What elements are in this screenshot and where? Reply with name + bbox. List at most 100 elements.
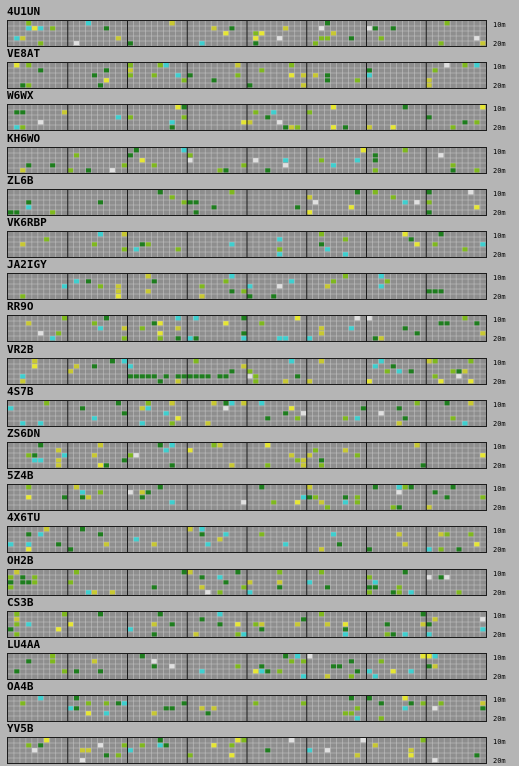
propagation-grid-svg bbox=[8, 654, 486, 679]
propagation-grid[interactable] bbox=[7, 273, 487, 301]
band-label-10m: 10m bbox=[493, 527, 506, 536]
band-label-20m: 20m bbox=[493, 546, 506, 555]
propagation-grid[interactable] bbox=[7, 357, 487, 385]
signal-cell bbox=[408, 589, 414, 594]
signal-cell bbox=[229, 743, 235, 748]
signal-cell bbox=[199, 532, 205, 537]
signal-cell bbox=[282, 125, 289, 130]
signal-cell bbox=[175, 247, 181, 252]
signal-cell bbox=[61, 110, 68, 115]
signal-cell bbox=[19, 294, 26, 299]
signal-cell bbox=[408, 701, 414, 706]
signal-cell bbox=[103, 711, 109, 716]
signal-cell bbox=[480, 701, 486, 706]
signal-cell bbox=[318, 611, 325, 617]
propagation-grid-svg bbox=[8, 485, 486, 511]
signal-cell bbox=[247, 83, 253, 88]
signal-cell bbox=[157, 331, 163, 336]
propagation-grid[interactable] bbox=[7, 188, 487, 216]
signal-cell bbox=[31, 458, 38, 463]
signal-cell bbox=[169, 500, 175, 505]
signal-cell bbox=[354, 189, 360, 195]
signal-cell bbox=[67, 167, 74, 172]
signal-cell bbox=[390, 589, 396, 594]
signal-cell bbox=[252, 157, 259, 162]
signal-cell bbox=[211, 743, 217, 748]
signal-cell bbox=[444, 532, 450, 537]
propagation-grid[interactable] bbox=[7, 104, 487, 132]
signal-cell bbox=[187, 73, 193, 78]
signal-cell bbox=[109, 589, 115, 594]
signal-cell bbox=[235, 664, 241, 669]
band-label-20m: 20m bbox=[493, 588, 506, 597]
signal-cell bbox=[408, 485, 414, 490]
signal-cell bbox=[264, 415, 271, 421]
propagation-grid[interactable] bbox=[7, 146, 487, 174]
signal-cell bbox=[324, 748, 331, 753]
signal-cell bbox=[414, 443, 420, 448]
signal-cell bbox=[109, 358, 115, 363]
signal-cell bbox=[73, 152, 80, 157]
band-label-10m: 10m bbox=[493, 443, 506, 451]
signal-cell bbox=[91, 321, 98, 326]
band-label-10m: 10m bbox=[493, 21, 506, 29]
signal-cell bbox=[480, 105, 486, 110]
signal-cell bbox=[133, 537, 139, 542]
propagation-grid[interactable] bbox=[7, 737, 487, 765]
propagation-grid[interactable] bbox=[7, 568, 487, 596]
signal-cell bbox=[420, 738, 426, 743]
signal-cell bbox=[318, 358, 325, 363]
signal-cell bbox=[223, 167, 229, 172]
signal-cell bbox=[19, 579, 26, 584]
signal-cell bbox=[37, 443, 44, 448]
beacon-row: KH6WO 10m 20m bbox=[0, 132, 519, 175]
beacon-callsign: VE8AT bbox=[7, 47, 41, 61]
signal-cell bbox=[79, 490, 86, 495]
signal-cell bbox=[55, 542, 62, 547]
propagation-grid[interactable] bbox=[7, 526, 487, 554]
signal-cell bbox=[402, 415, 408, 421]
signal-cell bbox=[354, 78, 360, 83]
propagation-grid-svg bbox=[8, 527, 486, 553]
propagation-grid[interactable] bbox=[7, 315, 487, 343]
propagation-grid[interactable] bbox=[7, 610, 487, 638]
signal-cell bbox=[288, 125, 295, 130]
signal-cell bbox=[61, 669, 68, 674]
signal-cell bbox=[312, 448, 319, 453]
propagation-grid[interactable] bbox=[7, 695, 487, 723]
signal-cell bbox=[258, 485, 265, 490]
signal-cell bbox=[139, 373, 145, 378]
signal-cell bbox=[127, 373, 133, 378]
beacon-callsign: 5Z4B bbox=[7, 469, 34, 483]
signal-cell bbox=[264, 167, 271, 172]
propagation-grid[interactable] bbox=[7, 653, 487, 680]
propagation-grid[interactable] bbox=[7, 399, 487, 427]
signal-cell bbox=[396, 485, 402, 490]
propagation-grid[interactable] bbox=[7, 231, 487, 258]
propagation-grid-svg bbox=[8, 63, 486, 89]
signal-cell bbox=[432, 654, 438, 659]
signal-cell bbox=[151, 542, 157, 547]
beacon-callsign: YV5B bbox=[7, 722, 34, 736]
signal-cell bbox=[127, 115, 133, 120]
propagation-grid[interactable] bbox=[7, 62, 487, 90]
band-label-20m: 20m bbox=[493, 419, 506, 428]
signal-cell bbox=[97, 611, 104, 617]
signal-cell bbox=[306, 654, 313, 659]
signal-cell bbox=[300, 73, 307, 78]
signal-cell bbox=[163, 743, 169, 748]
propagation-grid[interactable] bbox=[7, 484, 487, 512]
propagation-grid[interactable] bbox=[7, 442, 487, 469]
signal-cell bbox=[181, 373, 187, 378]
signal-cell bbox=[169, 125, 175, 130]
signal-cell bbox=[366, 547, 372, 552]
propagation-grid[interactable] bbox=[7, 20, 487, 47]
propagation-grid-svg bbox=[8, 443, 486, 468]
signal-cell bbox=[145, 405, 151, 411]
signal-cell bbox=[300, 616, 307, 622]
signal-cell bbox=[288, 405, 295, 411]
signal-cell bbox=[121, 326, 127, 331]
propagation-grid-svg bbox=[8, 189, 486, 215]
signal-cell bbox=[456, 373, 462, 378]
signal-cell bbox=[121, 458, 127, 463]
